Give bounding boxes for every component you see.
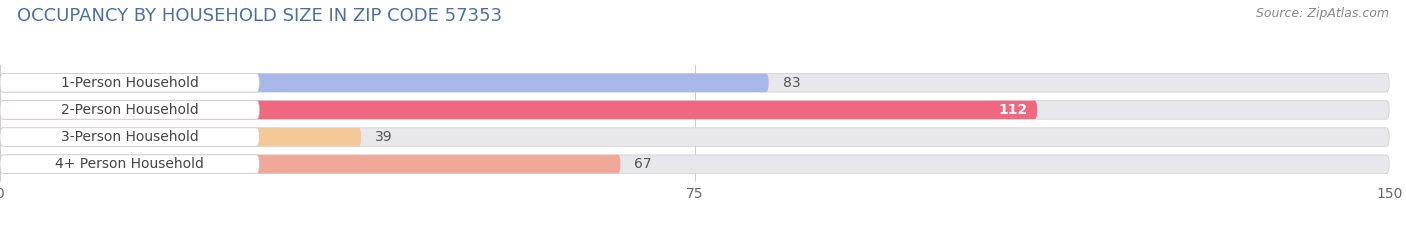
Text: 1-Person Household: 1-Person Household (60, 76, 198, 90)
FancyBboxPatch shape (0, 74, 769, 92)
Text: Source: ZipAtlas.com: Source: ZipAtlas.com (1256, 7, 1389, 20)
FancyBboxPatch shape (0, 74, 259, 92)
FancyBboxPatch shape (0, 155, 620, 173)
FancyBboxPatch shape (0, 101, 1389, 119)
FancyBboxPatch shape (0, 155, 1389, 173)
Text: 3-Person Household: 3-Person Household (60, 130, 198, 144)
Text: 67: 67 (634, 157, 652, 171)
FancyBboxPatch shape (0, 101, 1038, 119)
Text: 112: 112 (998, 103, 1028, 117)
FancyBboxPatch shape (0, 128, 361, 146)
FancyBboxPatch shape (0, 155, 259, 173)
Text: 83: 83 (783, 76, 800, 90)
FancyBboxPatch shape (0, 128, 1389, 146)
Text: 4+ Person Household: 4+ Person Household (55, 157, 204, 171)
FancyBboxPatch shape (0, 74, 1389, 92)
Text: 2-Person Household: 2-Person Household (60, 103, 198, 117)
Text: OCCUPANCY BY HOUSEHOLD SIZE IN ZIP CODE 57353: OCCUPANCY BY HOUSEHOLD SIZE IN ZIP CODE … (17, 7, 502, 25)
FancyBboxPatch shape (0, 101, 259, 119)
Text: 39: 39 (375, 130, 392, 144)
FancyBboxPatch shape (0, 128, 259, 146)
